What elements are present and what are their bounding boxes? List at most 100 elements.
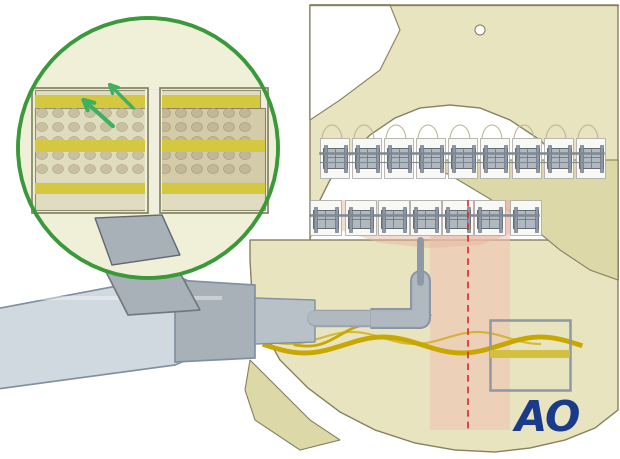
Polygon shape: [344, 145, 347, 172]
Ellipse shape: [239, 136, 250, 146]
Polygon shape: [435, 207, 438, 232]
Ellipse shape: [37, 164, 48, 174]
Polygon shape: [600, 145, 603, 172]
Polygon shape: [448, 138, 477, 178]
Polygon shape: [323, 148, 347, 168]
Ellipse shape: [223, 151, 234, 159]
Polygon shape: [514, 207, 517, 232]
Polygon shape: [314, 207, 317, 232]
Ellipse shape: [53, 151, 63, 159]
Ellipse shape: [100, 136, 112, 146]
Polygon shape: [478, 207, 481, 232]
Polygon shape: [452, 145, 455, 172]
Polygon shape: [310, 200, 520, 248]
Ellipse shape: [117, 108, 128, 118]
Polygon shape: [35, 90, 260, 120]
Ellipse shape: [68, 136, 79, 146]
Ellipse shape: [208, 164, 218, 174]
Polygon shape: [544, 138, 573, 178]
Polygon shape: [579, 148, 603, 168]
Ellipse shape: [100, 151, 112, 159]
Ellipse shape: [133, 151, 143, 159]
Ellipse shape: [100, 164, 112, 174]
Polygon shape: [95, 215, 180, 265]
Ellipse shape: [68, 151, 79, 159]
Polygon shape: [474, 200, 505, 235]
Ellipse shape: [117, 136, 128, 146]
Ellipse shape: [159, 164, 170, 174]
Ellipse shape: [192, 151, 203, 159]
Ellipse shape: [175, 123, 187, 131]
Ellipse shape: [37, 136, 48, 146]
Polygon shape: [504, 145, 507, 172]
Polygon shape: [335, 207, 338, 232]
Ellipse shape: [68, 108, 79, 118]
Polygon shape: [0, 275, 220, 390]
Ellipse shape: [84, 108, 95, 118]
Ellipse shape: [159, 108, 170, 118]
Ellipse shape: [117, 123, 128, 131]
Polygon shape: [349, 207, 352, 232]
Ellipse shape: [133, 108, 143, 118]
Ellipse shape: [117, 151, 128, 159]
Ellipse shape: [37, 108, 48, 118]
Ellipse shape: [159, 151, 170, 159]
Polygon shape: [376, 145, 379, 172]
Ellipse shape: [159, 136, 170, 146]
Ellipse shape: [133, 136, 143, 146]
Polygon shape: [510, 200, 541, 235]
Ellipse shape: [117, 164, 128, 174]
Ellipse shape: [223, 164, 234, 174]
Ellipse shape: [175, 136, 187, 146]
Ellipse shape: [100, 123, 112, 131]
Ellipse shape: [223, 108, 234, 118]
Polygon shape: [515, 148, 539, 168]
Ellipse shape: [53, 108, 63, 118]
Polygon shape: [384, 138, 413, 178]
Polygon shape: [145, 90, 162, 215]
Polygon shape: [158, 108, 265, 185]
Polygon shape: [348, 210, 373, 228]
Ellipse shape: [192, 123, 203, 131]
Polygon shape: [467, 207, 470, 232]
Polygon shape: [490, 350, 570, 358]
Polygon shape: [480, 138, 509, 178]
Polygon shape: [440, 145, 443, 172]
Polygon shape: [477, 210, 502, 228]
Polygon shape: [446, 207, 449, 232]
Ellipse shape: [192, 136, 203, 146]
Ellipse shape: [37, 151, 48, 159]
Polygon shape: [35, 183, 265, 194]
Polygon shape: [442, 200, 473, 235]
Polygon shape: [568, 145, 571, 172]
Polygon shape: [245, 360, 340, 450]
Polygon shape: [35, 140, 265, 152]
Polygon shape: [403, 207, 406, 232]
Polygon shape: [370, 207, 373, 232]
Polygon shape: [513, 210, 538, 228]
Ellipse shape: [223, 136, 234, 146]
Polygon shape: [472, 145, 475, 172]
Polygon shape: [535, 207, 538, 232]
Text: AO: AO: [515, 399, 581, 441]
Ellipse shape: [68, 164, 79, 174]
Polygon shape: [430, 200, 510, 430]
Polygon shape: [35, 95, 260, 108]
Polygon shape: [356, 145, 359, 172]
Ellipse shape: [239, 108, 250, 118]
Ellipse shape: [84, 151, 95, 159]
Polygon shape: [445, 210, 470, 228]
Polygon shape: [408, 145, 411, 172]
Polygon shape: [175, 280, 255, 362]
Polygon shape: [320, 138, 349, 178]
Polygon shape: [310, 5, 400, 120]
Polygon shape: [35, 108, 148, 185]
Ellipse shape: [68, 123, 79, 131]
Circle shape: [18, 18, 278, 278]
Ellipse shape: [192, 108, 203, 118]
Polygon shape: [410, 200, 441, 235]
Ellipse shape: [208, 151, 218, 159]
Polygon shape: [419, 148, 443, 168]
Polygon shape: [324, 145, 327, 172]
Polygon shape: [548, 145, 551, 172]
